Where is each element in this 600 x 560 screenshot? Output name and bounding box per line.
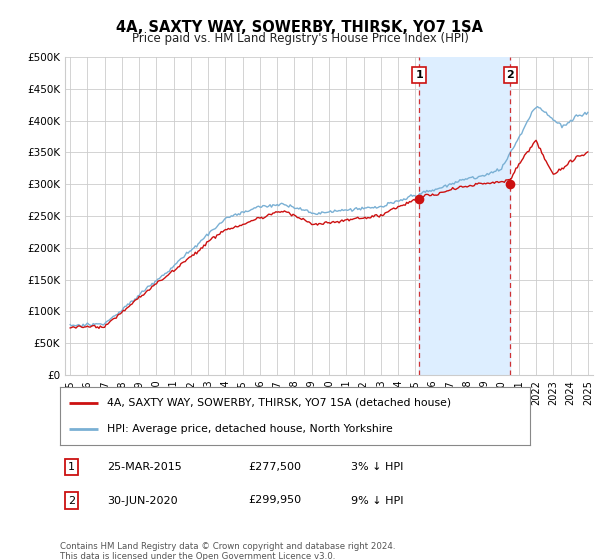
Text: 4A, SAXTY WAY, SOWERBY, THIRSK, YO7 1SA: 4A, SAXTY WAY, SOWERBY, THIRSK, YO7 1SA: [116, 20, 484, 35]
Text: £277,500: £277,500: [248, 462, 301, 472]
Text: 1: 1: [68, 462, 75, 472]
Text: 3% ↓ HPI: 3% ↓ HPI: [352, 462, 404, 472]
Bar: [419, 57, 510, 375]
Text: Price paid vs. HM Land Registry's House Price Index (HPI): Price paid vs. HM Land Registry's House …: [131, 32, 469, 45]
Text: 1: 1: [415, 70, 423, 80]
Text: 2: 2: [68, 496, 76, 506]
Text: 30-JUN-2020: 30-JUN-2020: [107, 496, 178, 506]
Text: HPI: Average price, detached house, North Yorkshire: HPI: Average price, detached house, Nort…: [107, 424, 393, 435]
Text: Contains HM Land Registry data © Crown copyright and database right 2024.
This d: Contains HM Land Registry data © Crown c…: [60, 542, 395, 560]
Text: 2: 2: [506, 70, 514, 80]
Text: 4A, SAXTY WAY, SOWERBY, THIRSK, YO7 1SA (detached house): 4A, SAXTY WAY, SOWERBY, THIRSK, YO7 1SA …: [107, 398, 451, 408]
Text: £299,950: £299,950: [248, 496, 301, 506]
Text: 9% ↓ HPI: 9% ↓ HPI: [352, 496, 404, 506]
Text: 25-MAR-2015: 25-MAR-2015: [107, 462, 182, 472]
